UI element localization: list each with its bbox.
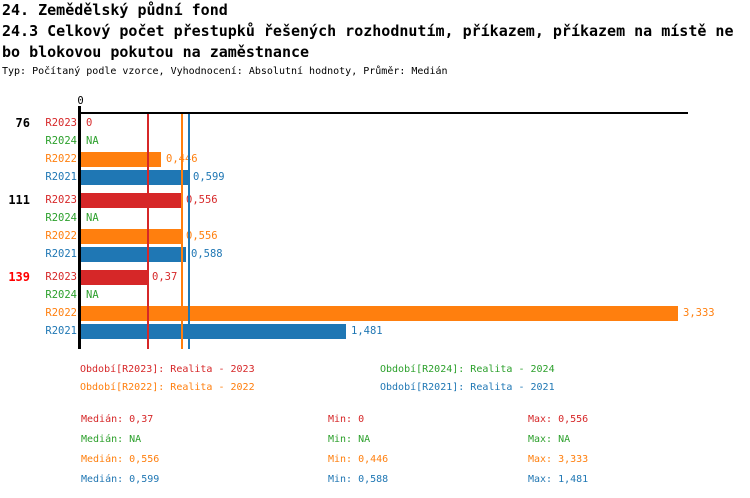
value-label-r2022: 3,333 — [683, 307, 715, 319]
value-label-r2021: 1,481 — [351, 325, 383, 337]
stat-min-r2022: Min: 0,446 — [328, 454, 389, 465]
stat-max-r2024: Max: NA — [528, 434, 571, 445]
series-label-r2023: R2023 — [45, 194, 77, 206]
bar-r2021 — [81, 170, 188, 185]
bar-r2021 — [81, 247, 186, 262]
series-label-r2022: R2022 — [45, 307, 77, 319]
group-label: 76 — [15, 116, 30, 130]
group-label: 111 — [8, 193, 30, 207]
value-label-r2021: 0,599 — [193, 171, 225, 183]
page-subtitle-line2: bo blokovou pokutou na zaměstnance — [2, 43, 310, 61]
series-label-r2023: R2023 — [45, 117, 77, 129]
x-axis-zero-tick-label: 0 — [77, 95, 84, 107]
bar-r2022 — [81, 306, 678, 321]
stat-median-r2021: Medián: 0,599 — [81, 474, 160, 485]
stat-median-r2022: Medián: 0,556 — [81, 454, 160, 465]
bar-r2022 — [81, 152, 161, 167]
value-label-r2024: NA — [86, 212, 99, 224]
stat-min-r2024: Min: NA — [328, 434, 371, 445]
page-title: 24. Zemědělský půdní fond — [2, 1, 228, 19]
series-label-r2023: R2023 — [45, 271, 77, 283]
series-label-r2022: R2022 — [45, 230, 77, 242]
value-label-r2023: 0,556 — [186, 194, 218, 206]
stat-max-r2022: Max: 3,333 — [528, 454, 589, 465]
bar-r2021 — [81, 324, 346, 339]
value-label-r2021: 0,588 — [191, 248, 223, 260]
y-axis-line — [78, 106, 81, 349]
median-line-r2021 — [188, 114, 190, 349]
series-label-r2021: R2021 — [45, 248, 77, 260]
x-axis-line — [78, 112, 688, 114]
group-label: 139 — [8, 270, 30, 284]
series-label-r2022: R2022 — [45, 153, 77, 165]
legend-item-r2021: Období[R2021]: Realita - 2021 — [380, 382, 555, 393]
stat-max-r2023: Max: 0,556 — [528, 414, 589, 425]
stat-median-r2023: Medián: 0,37 — [81, 414, 154, 425]
series-label-r2024: R2024 — [45, 135, 77, 147]
stat-max-r2021: Max: 1,481 — [528, 474, 589, 485]
median-line-r2022 — [181, 114, 183, 349]
bar-r2022 — [81, 229, 181, 244]
stat-median-r2024: Medián: NA — [81, 434, 142, 445]
bar-r2023 — [81, 270, 147, 285]
bar-r2023 — [81, 193, 181, 208]
legend-item-r2023: Období[R2023]: Realita - 2023 — [80, 364, 255, 375]
value-label-r2023: 0,37 — [152, 271, 178, 283]
value-label-r2022: 0,556 — [186, 230, 218, 242]
median-line-r2023 — [147, 114, 149, 349]
stat-min-r2021: Min: 0,588 — [328, 474, 389, 485]
stat-min-r2023: Min: 0 — [328, 414, 365, 425]
chart-meta-info: Typ: Počítaný podle vzorce, Vyhodnocení:… — [2, 66, 448, 77]
series-label-r2021: R2021 — [45, 171, 77, 183]
series-label-r2021: R2021 — [45, 325, 77, 337]
value-label-r2024: NA — [86, 289, 99, 301]
value-label-r2023: 0 — [86, 117, 93, 129]
legend-item-r2024: Období[R2024]: Realita - 2024 — [380, 364, 555, 375]
value-label-r2024: NA — [86, 135, 99, 147]
series-label-r2024: R2024 — [45, 289, 77, 301]
series-label-r2024: R2024 — [45, 212, 77, 224]
bar-chart: 0 76R20230R2024NAR20220,446R20210,599111… — [8, 95, 715, 349]
legend-item-r2022: Období[R2022]: Realita - 2022 — [80, 382, 255, 393]
page-subtitle-line1: 24.3 Celkový počet přestupků řešených ro… — [2, 22, 734, 40]
